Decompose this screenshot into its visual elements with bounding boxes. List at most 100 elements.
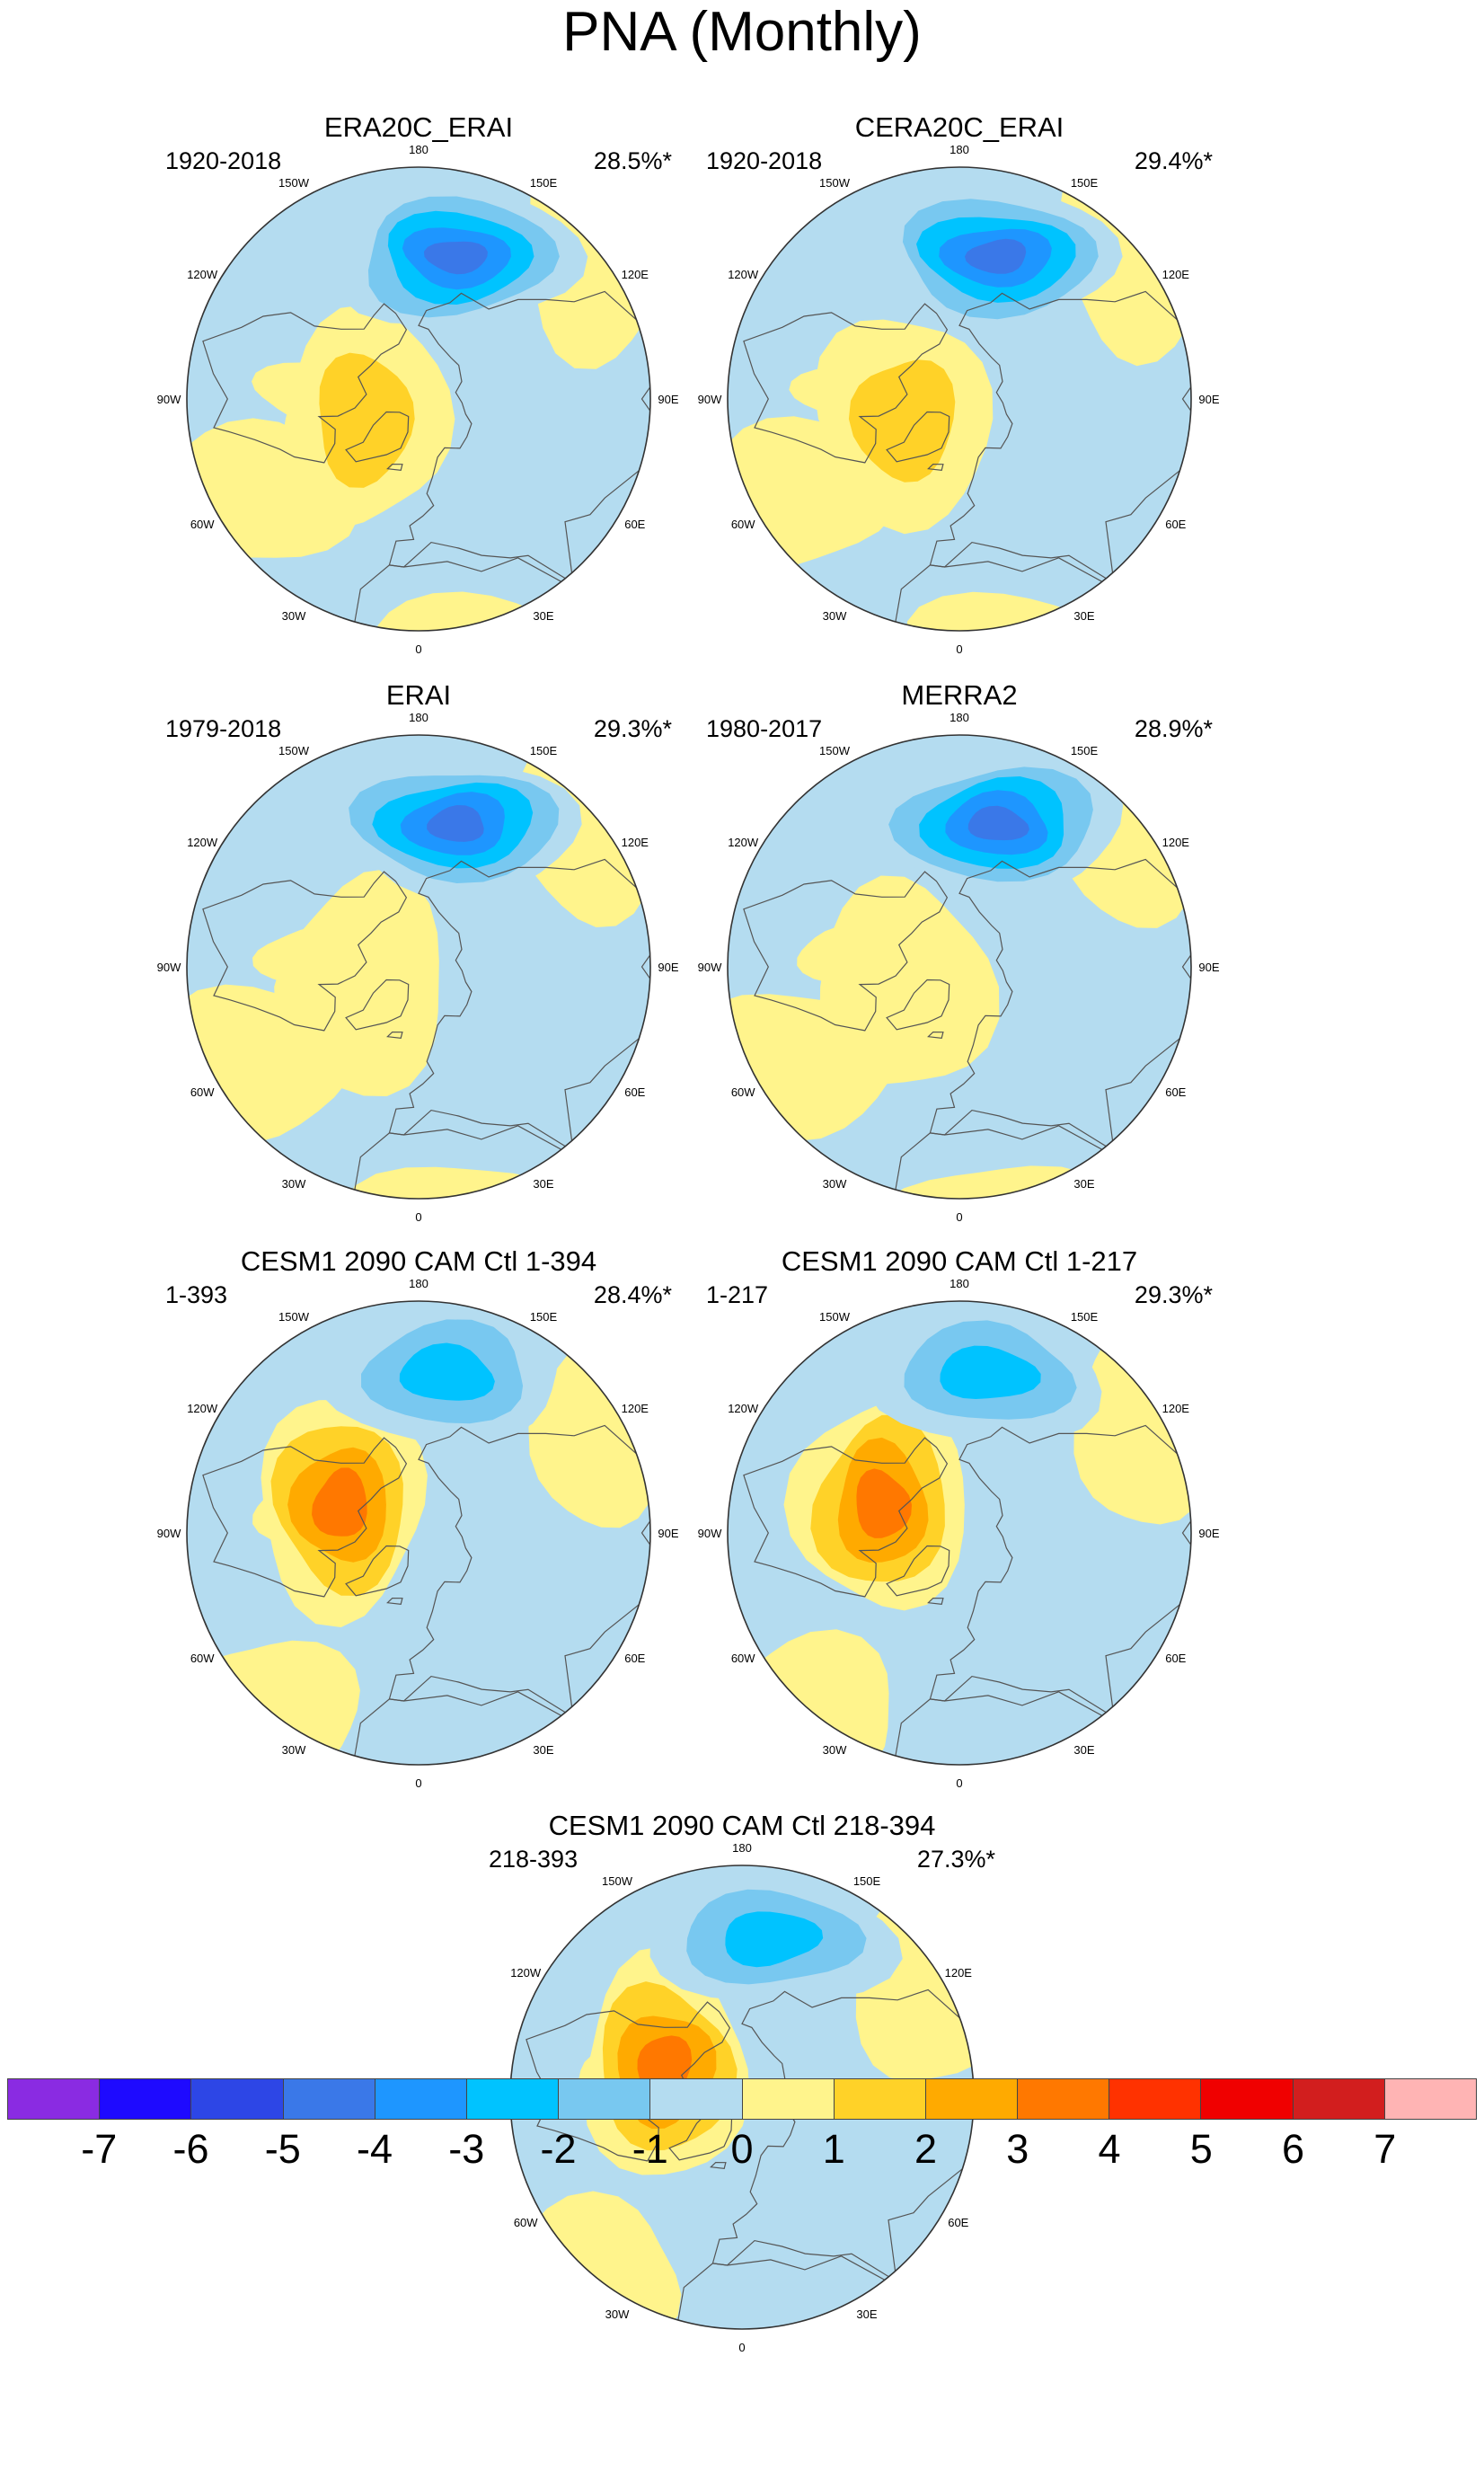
longitude-label: 150E xyxy=(853,1874,881,1888)
longitude-label: 60W xyxy=(731,1652,755,1665)
colorbar-swatch xyxy=(559,2079,651,2119)
longitude-label: 150E xyxy=(1071,744,1099,757)
longitude-label: 180 xyxy=(409,711,428,724)
longitude-label: 30W xyxy=(282,1177,306,1191)
longitude-label: 150E xyxy=(1071,176,1099,190)
panel-title: CESM1 2090 CAM Ctl 218-394 xyxy=(548,1810,936,1841)
polar-map: 180 150E 120E 90E 60E 30E 0 30W 60W 90W 120W 150W xyxy=(157,1277,679,1790)
coastline xyxy=(202,1437,408,1598)
negative-contour-level-3 xyxy=(725,1911,824,1968)
coastline xyxy=(886,979,950,1031)
longitude-label: 0 xyxy=(415,1210,421,1224)
coastline xyxy=(927,1031,944,1039)
coastline xyxy=(710,2161,727,2169)
positive-anomaly-region xyxy=(772,2319,907,2329)
colorbar-swatch xyxy=(191,2079,284,2119)
colorbar-tick-label: -4 xyxy=(356,2126,393,2172)
longitude-label: 90E xyxy=(1198,1527,1219,1540)
positive-anomaly-region xyxy=(988,1756,1132,1765)
map-border xyxy=(727,1300,1192,1766)
coastline xyxy=(202,871,408,1032)
panel-title: CESM1 2090 CAM Ctl 1-394 xyxy=(240,1245,597,1277)
panel-period: 1920-2018 xyxy=(706,147,823,174)
longitude-label: 60E xyxy=(624,518,645,531)
longitude-label: 90E xyxy=(658,1527,678,1540)
colorbar-swatch xyxy=(1201,2079,1294,2119)
longitude-label: 90W xyxy=(698,961,722,974)
coastline xyxy=(202,303,408,464)
colorbar-tick-label: 7 xyxy=(1374,2126,1397,2172)
longitude-label: 120E xyxy=(945,1966,973,1980)
colorbar-swatch xyxy=(1018,2079,1110,2119)
positive-contour-level-1 xyxy=(274,868,439,1096)
coastline xyxy=(743,1437,949,1598)
coastline xyxy=(743,303,949,464)
longitude-label: 150W xyxy=(602,1874,633,1888)
coastline xyxy=(929,1424,1191,1719)
colorbar-swatch xyxy=(466,2079,560,2119)
longitude-label: 60W xyxy=(731,518,755,531)
polar-map: 180 150E 120E 90E 60E 30E 0 30W 60W 90W 120W 150W xyxy=(698,711,1220,1224)
colorbar-swatch xyxy=(100,2079,192,2119)
negative-contour-level-3 xyxy=(399,1342,495,1401)
longitude-label: 90W xyxy=(157,393,181,406)
panel-title: MERRA2 xyxy=(901,679,1018,711)
longitude-label: 150W xyxy=(819,744,851,757)
longitude-label: 30W xyxy=(605,2307,630,2321)
longitude-label: 150E xyxy=(1071,1310,1099,1324)
longitude-label: 60W xyxy=(190,518,215,531)
longitude-label: 0 xyxy=(956,1210,962,1224)
map-panel-erai: ERAI 1979-2018 29.3%* 180 150E 120E 90E 60E 3… xyxy=(95,678,742,1235)
longitude-label: 60W xyxy=(190,1085,215,1099)
map-panel-cesm1-ctl-1-394: CESM1 2090 CAM Ctl 1-394 1-393 28.4%* 18… xyxy=(95,1244,742,1801)
longitude-label: 30E xyxy=(1073,1743,1094,1757)
map-border xyxy=(186,734,651,1200)
panel-period: 1-393 xyxy=(165,1281,228,1308)
longitude-label: 30E xyxy=(1073,1177,1094,1191)
longitude-label: 90W xyxy=(157,961,181,974)
colorbar-swatch xyxy=(650,2079,743,2119)
longitude-label: 90E xyxy=(1198,961,1219,974)
map-panel-cera20c-erai: CERA20C_ERAI 1920-2018 29.4%* 180 150E 120… xyxy=(636,110,1283,667)
longitude-label: 90W xyxy=(698,1527,722,1540)
polar-map: 180 150E 120E 90E 60E 30E 0 30W 60W 90W 120W 150W xyxy=(698,143,1220,656)
coastline xyxy=(886,411,950,463)
longitude-label: 30E xyxy=(856,2307,877,2321)
longitude-label: 30E xyxy=(533,1743,553,1757)
longitude-label: 60E xyxy=(948,2216,968,2229)
panel-variance: 27.3%* xyxy=(916,1846,995,1873)
coastline xyxy=(388,858,650,1153)
coastline xyxy=(345,979,410,1031)
colorbar-tick-label: -1 xyxy=(632,2126,668,2172)
negative-contour-level-5 xyxy=(427,805,484,842)
colorbar-tick-label: -6 xyxy=(172,2126,209,2172)
coastline xyxy=(386,463,403,471)
longitude-label: 180 xyxy=(409,1277,428,1290)
colorbar-tick-label: -7 xyxy=(81,2126,118,2172)
colorbar-swatch xyxy=(742,2079,835,2119)
positive-contour-level-4 xyxy=(856,1468,912,1538)
colorbar-swatch xyxy=(375,2079,467,2119)
panel-title: CESM1 2090 CAM Ctl 1-217 xyxy=(781,1245,1138,1277)
longitude-label: 30W xyxy=(282,1743,306,1757)
longitude-label: 60E xyxy=(1165,1652,1186,1665)
panel-variance: 28.9%* xyxy=(1134,715,1213,742)
colorbar-tick-label: 0 xyxy=(730,2126,754,2172)
longitude-label: 120E xyxy=(1162,268,1190,281)
longitude-label: 120W xyxy=(728,836,759,849)
negative-contour-level-3 xyxy=(940,1345,1041,1399)
longitude-label: 180 xyxy=(409,143,428,156)
colorbar-swatch xyxy=(925,2079,1019,2119)
longitude-label: 60W xyxy=(731,1085,755,1099)
map-panel-era20c-erai: ERA20C_ERAI 1920-2018 28.5%* 180 150E 120E… xyxy=(95,110,742,667)
longitude-label: 120W xyxy=(510,1966,542,1980)
longitude-label: 60W xyxy=(190,1652,215,1665)
map-panel-merra2: MERRA2 1980-2017 28.9%* 180 150E 120E 90E 60… xyxy=(636,678,1283,1235)
coastline xyxy=(927,1597,944,1605)
longitude-label: 90E xyxy=(658,961,678,974)
longitude-label: 180 xyxy=(950,1277,969,1290)
longitude-label: 60E xyxy=(624,1652,645,1665)
colorbar-swatch xyxy=(1384,2079,1476,2119)
colorbar-swatch xyxy=(8,2079,101,2119)
colorbar-tick-label: 1 xyxy=(822,2126,845,2172)
